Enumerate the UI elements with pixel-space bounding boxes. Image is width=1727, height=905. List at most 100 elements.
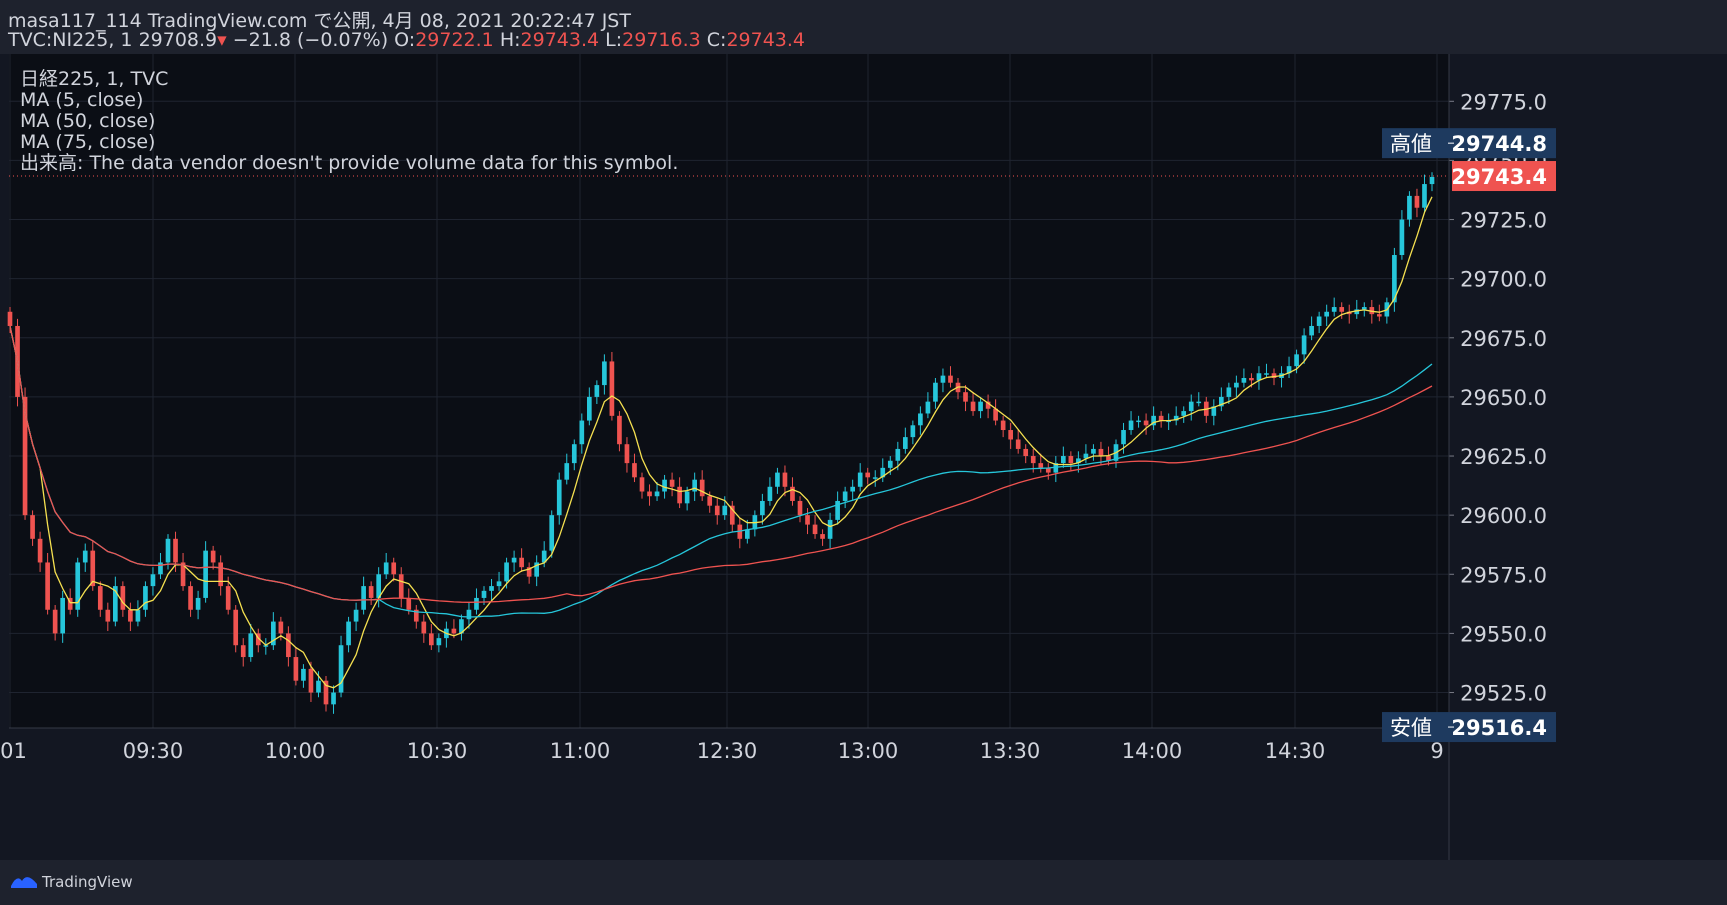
candle-body: [263, 645, 269, 647]
candle: [978, 396, 983, 419]
candle-body: [729, 505, 735, 525]
low-price-label-bg: [1382, 712, 1556, 743]
candle-body: [647, 491, 652, 497]
moving-average-lines: [9, 196, 1433, 689]
candle: [602, 354, 607, 395]
candle-body: [466, 609, 472, 620]
candle-body: [654, 491, 660, 497]
legend-ma5[interactable]: MA (5, close): [20, 89, 144, 111]
price-chart[interactable]: 29775.029750.029725.029700.029675.029650…: [0, 0, 1727, 860]
candle: [1015, 430, 1021, 454]
last-price-label-bg: [1452, 161, 1556, 192]
candle-body: [639, 477, 645, 492]
candle: [1023, 444, 1029, 464]
candle-body: [1264, 373, 1269, 375]
candle: [474, 588, 479, 615]
candle-body: [903, 437, 908, 449]
candle: [1211, 399, 1217, 426]
candle: [37, 531, 43, 572]
candle-body: [541, 550, 547, 563]
candle-body: [1083, 453, 1089, 459]
candle: [617, 411, 622, 452]
candle: [760, 493, 765, 525]
tradingview-brand: TradingView: [42, 873, 133, 891]
candle-body: [1219, 396, 1224, 407]
candle: [398, 567, 404, 608]
candle-body: [571, 444, 577, 464]
candle-body: [293, 657, 299, 681]
candle-body: [421, 621, 427, 634]
candle: [639, 472, 645, 499]
candle: [835, 491, 840, 525]
candle: [323, 675, 329, 712]
candle: [534, 555, 539, 587]
candle: [301, 664, 306, 688]
candle: [1331, 297, 1337, 317]
candle: [797, 496, 803, 523]
candle: [135, 600, 141, 627]
candle-body: [255, 633, 261, 646]
legend-main-series[interactable]: 日経225, 1, TVC: [20, 68, 169, 90]
candle-body: [1429, 176, 1435, 185]
change-value: −21.8 (−0.07%): [232, 29, 389, 51]
candle-body: [880, 467, 886, 478]
candle: [526, 562, 532, 584]
candle-body: [549, 515, 555, 551]
candle-body: [398, 574, 404, 598]
candle: [933, 377, 938, 409]
candle-body: [587, 396, 592, 421]
candle-body: [692, 479, 697, 492]
candle: [880, 458, 886, 483]
candle-body: [669, 479, 675, 487]
candle: [82, 543, 88, 572]
legend-ma50[interactable]: MA (50, close): [20, 110, 156, 132]
candle-body: [857, 472, 863, 487]
candle-body: [1422, 184, 1427, 208]
symbol-label: TVC:NI225, 1: [8, 29, 133, 51]
candle: [1316, 311, 1322, 334]
candle: [1143, 413, 1149, 435]
low-price-label-caption: 安値: [1390, 716, 1432, 740]
y-tick-label: 29775.0: [1460, 90, 1547, 114]
candle-body: [850, 486, 855, 492]
candle: [225, 576, 231, 615]
candle-body: [203, 550, 208, 598]
legend-ma75[interactable]: MA (75, close): [20, 131, 156, 153]
high-price-label-caption: 高値: [1390, 132, 1432, 156]
candle-body: [827, 519, 833, 539]
candle-body: [985, 401, 991, 409]
candle-body: [684, 491, 690, 504]
candle-body: [1015, 439, 1021, 449]
candle: [30, 510, 35, 546]
candle-body: [925, 401, 931, 414]
candle-body: [1188, 401, 1194, 412]
candle-body: [1068, 456, 1074, 464]
candle-body: [45, 562, 50, 610]
candle-body: [22, 396, 28, 516]
candle: [1068, 451, 1074, 471]
candle: [368, 581, 374, 606]
candle-body: [406, 597, 412, 610]
candle-body: [1324, 311, 1329, 317]
candle: [180, 552, 186, 591]
candle-body: [286, 633, 291, 658]
candle-body: [918, 413, 923, 426]
last-price-label-value: 29743.4: [1451, 165, 1547, 189]
down-arrow-icon: ▾: [217, 29, 227, 51]
candle: [1151, 406, 1156, 431]
candle-body: [948, 375, 953, 383]
candle-body: [105, 609, 111, 622]
candle: [391, 557, 397, 582]
candle-body: [745, 529, 750, 539]
candle: [820, 529, 825, 546]
candle-body: [579, 420, 585, 445]
candle: [564, 453, 570, 485]
candle: [195, 590, 201, 620]
candle: [632, 453, 637, 483]
y-tick-label: 29675.0: [1460, 327, 1547, 351]
candle: [624, 437, 630, 473]
candle-body: [1256, 373, 1262, 381]
candle-body: [1053, 463, 1059, 473]
candle: [1414, 188, 1420, 218]
candle-body: [323, 680, 329, 705]
